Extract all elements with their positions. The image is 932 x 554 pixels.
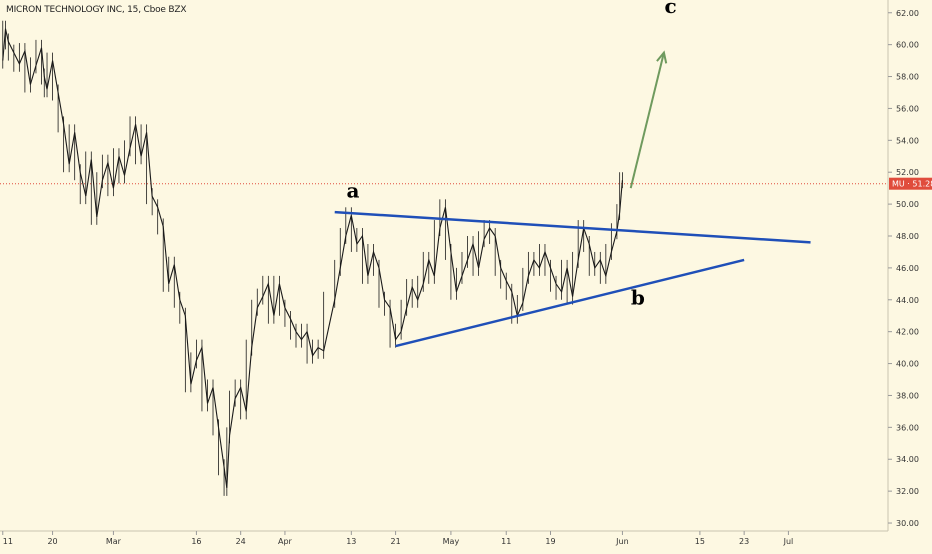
date-tick-label: 15 <box>695 537 705 546</box>
plot-area[interactable]: a b c <box>0 0 888 496</box>
date-tick-label: Jul <box>783 537 794 546</box>
lower-trendline <box>395 258 745 348</box>
date-tick-label: 11 <box>3 537 13 546</box>
price-series-line <box>2 28 623 488</box>
price-tick-label: 46.00 <box>896 264 919 273</box>
date-tick-label: Apr <box>278 537 293 546</box>
date-tick-label: 23 <box>739 537 749 546</box>
date-tick-label: 16 <box>191 537 201 546</box>
projection-arrow-head <box>656 50 668 64</box>
wave-label-c: c <box>664 0 676 18</box>
wave-label-a: a <box>347 179 360 203</box>
price-tick-label: 48.00 <box>896 232 919 241</box>
price-tick-label: 38.00 <box>896 391 919 400</box>
price-tick-label: 52.00 <box>896 168 919 177</box>
price-tick-label: 50.00 <box>896 200 919 209</box>
price-tick-label: 42.00 <box>896 328 919 337</box>
date-tick-label: 19 <box>545 537 555 546</box>
date-tick-label: 11 <box>501 537 511 546</box>
price-tick-label: 30.00 <box>896 519 919 528</box>
upper-trendline <box>334 210 811 244</box>
date-tick-label: 13 <box>346 537 356 546</box>
price-tick-label: 40.00 <box>896 360 919 369</box>
date-tick-label: May <box>443 537 460 546</box>
chart-title: MICRON TECHNOLOGY INC, 15, Cboe BZX <box>6 5 187 15</box>
price-tick-label: 54.00 <box>896 136 919 145</box>
price-tick-label: 36.00 <box>896 423 919 432</box>
date-tick-label: 24 <box>236 537 246 546</box>
date-tick-label: 21 <box>390 537 400 546</box>
price-tick-label: 60.00 <box>896 41 919 50</box>
wave-label-b: b <box>631 286 645 310</box>
price-tick-label: 34.00 <box>896 455 919 464</box>
price-tick-label: 58.00 <box>896 73 919 82</box>
last-price-tag-label: MU · 51.28 <box>892 180 932 189</box>
last-price-tag <box>889 177 932 190</box>
price-tick-label: 62.00 <box>896 9 919 18</box>
projection-arrow-shaft <box>629 52 665 189</box>
price-tick-label: 56.00 <box>896 104 919 113</box>
date-tick-label: Jun <box>615 537 629 546</box>
price-tick-label: 32.00 <box>896 487 919 496</box>
date-tick-label: 20 <box>47 537 57 546</box>
price-tick-label: 44.00 <box>896 296 919 305</box>
date-tick-label: Mar <box>106 537 122 546</box>
